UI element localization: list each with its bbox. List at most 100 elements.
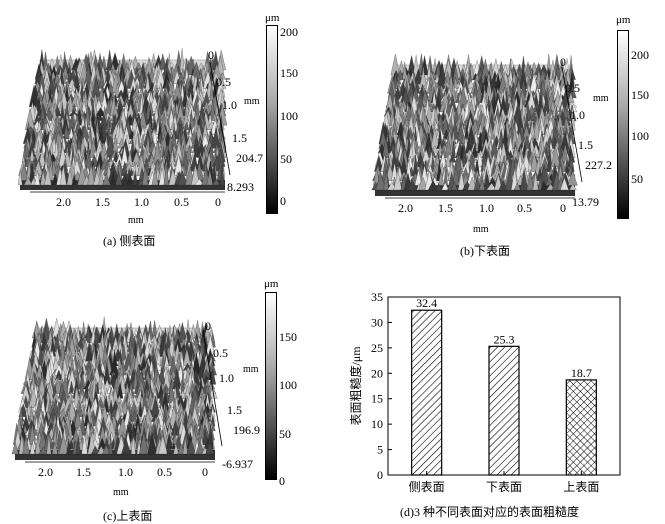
z-max-label: 227.2 xyxy=(585,158,612,172)
surface-peak xyxy=(186,55,197,75)
surface-peak xyxy=(123,176,128,186)
surface-peak xyxy=(151,168,159,186)
surface-peak xyxy=(98,169,105,186)
colorbar-tick-2: 100 xyxy=(631,129,649,143)
surface-peak xyxy=(77,402,83,418)
surface-peak xyxy=(91,445,100,455)
surface-peak xyxy=(526,168,534,191)
surface-peak xyxy=(211,162,217,181)
y-tick-label: 10 xyxy=(371,417,383,431)
colorbar-tick-1: 100 xyxy=(279,378,297,392)
surface-peak xyxy=(108,433,113,455)
surface-peak xyxy=(417,176,428,191)
surface-peak xyxy=(57,130,62,153)
surface-peak xyxy=(34,170,41,186)
surface-peak xyxy=(407,179,417,191)
surface-peak xyxy=(450,120,460,140)
surface-peak xyxy=(152,127,158,144)
y-axis-line xyxy=(561,66,583,183)
surface-peak xyxy=(540,180,547,191)
surface-peak xyxy=(54,374,63,394)
surface-peak xyxy=(23,176,33,186)
x-axis-unit: mm xyxy=(128,215,144,226)
surface-peak xyxy=(112,150,119,163)
y-tick-0: 0 xyxy=(208,48,214,62)
colorbar-tick-3: 0 xyxy=(279,474,285,488)
surface-peak xyxy=(85,323,91,343)
panel-caption: (a) 侧表面 xyxy=(103,234,156,248)
x-axis-unit: mm xyxy=(473,224,489,235)
colorbar-unit: μm xyxy=(264,278,279,290)
panel-caption: (c)上表面 xyxy=(103,509,153,523)
surface-peak xyxy=(412,55,420,76)
surface-peak xyxy=(177,443,185,455)
surface-peak xyxy=(171,432,179,445)
surface-peak xyxy=(173,443,179,455)
x-tick-4: 0 xyxy=(202,465,208,479)
x-tick-4: 0 xyxy=(560,201,566,215)
colorbar-tick-1: 150 xyxy=(631,88,649,102)
surface-peak xyxy=(138,432,149,455)
surface-peak xyxy=(77,424,84,441)
surface-peak xyxy=(209,99,216,121)
colorbar-unit: μm xyxy=(265,12,280,24)
surface-peak xyxy=(142,164,149,186)
x-tick-3: 0.5 xyxy=(174,195,189,209)
bar xyxy=(488,345,520,476)
surface-peak xyxy=(29,160,35,181)
surface-peak xyxy=(537,173,543,191)
surface-panel-a: 0 0.5 mm 1.0 1.5 204.7 8.293 2.0 1.5 1.0… xyxy=(0,0,300,260)
y-axis-line xyxy=(209,61,231,176)
surface-peak xyxy=(182,435,188,455)
surface-peak xyxy=(441,182,449,191)
surface-peak xyxy=(427,180,439,191)
surface-peak xyxy=(478,179,486,191)
x-category-label: 侧表面 xyxy=(409,480,445,494)
surface-peak xyxy=(35,435,41,455)
bar-value-label: 25.3 xyxy=(494,332,515,346)
surface-peak xyxy=(51,441,59,455)
x-tick-1: 1.5 xyxy=(95,195,110,209)
surface-peak xyxy=(519,168,529,191)
surface-plot-b xyxy=(371,53,583,199)
y-axis-label: 表面粗糙度/μm xyxy=(348,346,363,426)
surface-peak xyxy=(93,170,101,186)
y-tick-0: 0 xyxy=(205,319,211,333)
z-min-label: 8.293 xyxy=(227,180,254,194)
surface-peak xyxy=(73,386,80,408)
surface-peak xyxy=(560,176,569,191)
y-tick-label: 15 xyxy=(371,392,383,406)
surface-peak xyxy=(102,444,111,455)
y-tick-3: 1.5 xyxy=(227,403,242,417)
surface-peak xyxy=(40,170,47,186)
y-tick-label: 5 xyxy=(377,443,383,457)
y-tick-label: 20 xyxy=(371,366,383,380)
y-tick-label: 25 xyxy=(371,341,383,355)
surface-peak xyxy=(147,432,157,455)
surface-peak xyxy=(46,130,54,149)
surface-peak xyxy=(71,174,77,186)
surface-peak xyxy=(158,167,166,186)
surface-peak xyxy=(130,435,136,455)
surface-peak xyxy=(175,430,182,450)
colorbar-tick-0: 200 xyxy=(280,25,298,39)
surface-plot-c xyxy=(11,316,223,463)
surface-peak xyxy=(473,175,481,191)
y-tick-1: 0.5 xyxy=(565,81,580,95)
y-tick-3: 1.5 xyxy=(232,131,247,145)
surface-peak xyxy=(121,437,131,455)
surface-peak xyxy=(212,178,221,186)
x-category-label: 上表面 xyxy=(563,480,599,494)
colorbar-tick-4: 0 xyxy=(280,194,286,208)
surface-peak xyxy=(467,176,477,191)
surface-plot-a xyxy=(17,48,231,193)
colorbar-unit: μm xyxy=(616,14,631,26)
x-tick-2: 1.0 xyxy=(118,465,133,479)
surface-peak xyxy=(375,171,386,191)
surface-panel-c: 0 0.5 mm 1.0 1.5 196.9 -6.937 2.0 1.5 1.… xyxy=(0,270,310,524)
surface-peak xyxy=(513,182,521,191)
colorbar xyxy=(617,30,629,219)
colorbar-tick-3: 50 xyxy=(631,172,643,186)
surface-peak xyxy=(383,170,389,191)
roughness-bar-chart: 0 5 10 15 20 25 30 35 表面粗糙度/μm 32.4 侧表面 25.3 下表面 18.7… xyxy=(348,290,621,494)
